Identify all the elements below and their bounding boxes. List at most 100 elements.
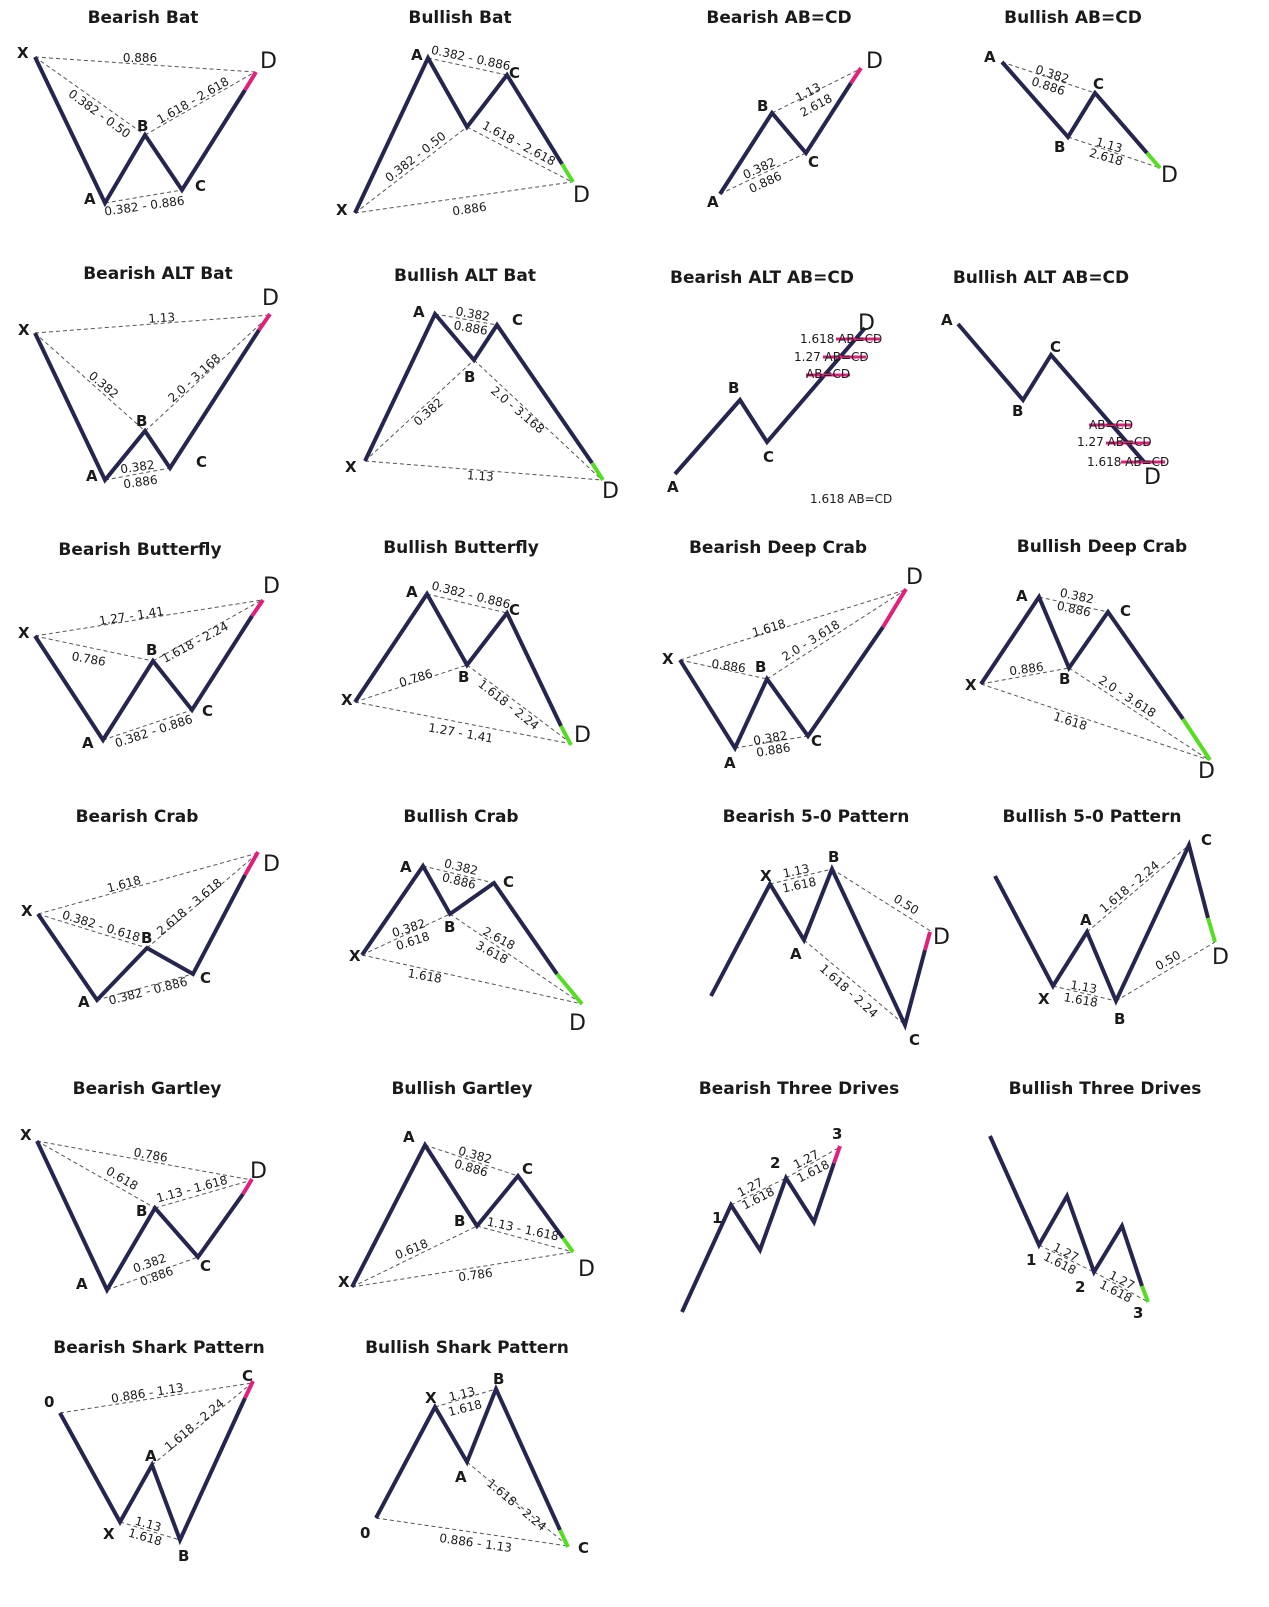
title-bearish-crab: Bearish Crab xyxy=(75,807,199,827)
ratio-line xyxy=(34,314,271,334)
ratio-label: 1.13 xyxy=(447,1384,476,1404)
point-label: C xyxy=(909,1031,920,1049)
pattern-leg xyxy=(350,1140,565,1288)
ratio-label: 1.13 xyxy=(466,468,494,484)
pattern-leg xyxy=(993,839,1210,1006)
point-label: 0 xyxy=(44,1393,54,1411)
ratio-line xyxy=(106,1256,199,1291)
ratio-line xyxy=(1067,136,1161,169)
title-bullish-deep-crab: Bullish Deep Crab xyxy=(1016,537,1188,557)
ratio-label: 1.618 xyxy=(407,966,443,986)
point-label: A xyxy=(790,945,802,963)
point-label: X xyxy=(1038,990,1050,1008)
ratio-line xyxy=(466,126,573,183)
ratio-line xyxy=(364,460,603,481)
point-label: 0 xyxy=(360,1524,370,1542)
point-label: C xyxy=(512,311,523,329)
ratio-line xyxy=(1068,667,1210,761)
pattern-leg xyxy=(678,625,885,753)
ratio-line xyxy=(473,359,603,481)
diagram-bearish-gartley: 0.786 0.618 1.13 - 1.618 0.382 0.886 X A… xyxy=(20,1126,267,1295)
diagram-bearish-abcd: 1.13 2.618 0.382 0.886 A B C D xyxy=(707,49,883,211)
completion-zone xyxy=(243,1380,255,1399)
ratio-line xyxy=(354,181,573,214)
diagram-bullish-5-0: 1.618 - 2.24 1.13 1.618 0.50 X A B C D xyxy=(993,831,1229,1028)
title-bearish-abcd: Bearish AB=CD xyxy=(706,8,852,28)
ratio-line xyxy=(980,683,1210,761)
ratio-label: 0.50 xyxy=(891,892,921,918)
point-label: 1 xyxy=(1026,1251,1036,1269)
point-label: B xyxy=(757,97,768,115)
point-label: A xyxy=(406,583,418,601)
point-label: X xyxy=(17,44,29,62)
point-label: X xyxy=(18,321,30,339)
ratio-label: 0.382 xyxy=(411,395,446,428)
point-label: X xyxy=(336,201,348,219)
ratio-line xyxy=(351,1225,478,1288)
completion-zone xyxy=(558,1529,570,1548)
ratio-label: 2.0 - 3.618 xyxy=(1096,673,1158,720)
ratio-line xyxy=(146,852,259,949)
ratio-line xyxy=(151,1382,253,1466)
level-label: AB=CD xyxy=(806,367,850,381)
ratio-label: 0.618 xyxy=(104,1164,141,1193)
point-label: D xyxy=(263,852,280,877)
pattern-leg xyxy=(58,1397,247,1546)
ratio-label: 1.13 xyxy=(148,310,176,326)
ratio-line xyxy=(361,913,451,956)
point-label: D xyxy=(260,49,277,74)
ratio-label: 0.382 - 0.886 xyxy=(104,193,186,218)
ratio-label: 1.618 - 2.618 xyxy=(155,74,232,126)
ratio-label: 0.886 xyxy=(451,200,487,219)
ratio-line xyxy=(476,1225,574,1253)
point-label: 1 xyxy=(712,1209,722,1227)
ratio-line xyxy=(1093,1271,1149,1303)
ratio-line xyxy=(104,189,183,204)
point-label: C xyxy=(1120,602,1131,620)
ratio-label: 1.618 - 2.24 xyxy=(475,677,541,733)
ratio-label: 0.382 - 0.886 xyxy=(113,712,194,750)
point-label: X xyxy=(965,676,977,694)
ratio-label: 0.382 - 0.618 xyxy=(61,908,142,945)
ratio-line xyxy=(36,1140,156,1209)
diagram-bullish-alt-bat: 0.382 0.886 0.382 2.0 - 3.168 1.13 X A B… xyxy=(345,303,619,504)
point-label: D xyxy=(906,565,923,590)
ratio-line xyxy=(364,359,475,462)
point-label: X xyxy=(349,947,361,965)
point-label: X xyxy=(345,458,357,476)
completion-zone xyxy=(1181,717,1212,762)
point-label: X xyxy=(338,1273,350,1291)
ratio-label: 2.0 - 3.168 xyxy=(488,384,547,437)
ratio-label: 1.13 xyxy=(1069,978,1098,996)
point-label: C xyxy=(1093,75,1104,93)
ratio-label: 1.618 xyxy=(750,616,787,639)
pattern-leg xyxy=(353,590,563,727)
title-bearish-5-0: Bearish 5-0 Pattern xyxy=(722,807,910,827)
ratio-label: 1.618 - 2.24 xyxy=(162,1396,227,1454)
ratio-label: 0.886 xyxy=(122,473,158,492)
ratio-label: 1.618 - 2.24 xyxy=(1097,858,1162,916)
completion-zone xyxy=(243,851,260,876)
diagram-bearish-deep-crab: 1.618 0.886 2.0 - 3.618 0.382 0.886 X A … xyxy=(662,565,923,772)
ratio-label: 0.786 xyxy=(133,1145,169,1165)
point-label: D xyxy=(1212,945,1229,970)
ratio-label: 1.618 - 2.24 xyxy=(160,619,231,666)
ratio-line xyxy=(466,664,573,745)
point-label: D xyxy=(263,574,280,599)
point-label: B xyxy=(146,641,157,659)
point-label: C xyxy=(200,1257,211,1275)
ratio-line xyxy=(831,868,933,933)
ratio-label: 0.786 xyxy=(457,1266,493,1285)
ratio-label: 2.0 - 3.618 xyxy=(779,617,842,664)
point-label: A xyxy=(984,48,996,66)
point-label: A xyxy=(400,858,412,876)
point-label: X xyxy=(103,1525,115,1543)
pattern-leg xyxy=(33,614,254,744)
level-label: 1.618 AB=CD xyxy=(800,332,882,346)
ratio-label: 1.13 xyxy=(782,861,811,880)
ratio-line xyxy=(466,1461,569,1547)
ratio-label: 0.382 xyxy=(455,304,491,324)
pattern-leg xyxy=(1000,60,1149,155)
pattern-leg xyxy=(363,310,594,465)
diagram-bearish-bat: 0.886 0.382 - 0.50 1.618 - 2.618 0.382 -… xyxy=(17,44,277,219)
